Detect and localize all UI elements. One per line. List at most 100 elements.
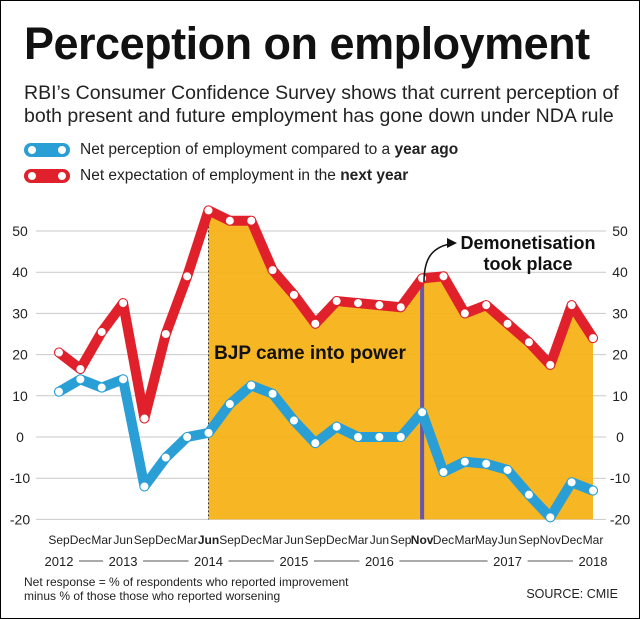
x-tick-label: Nov [411, 533, 434, 547]
x-tick-label: Jun [113, 533, 132, 547]
legend-swatch-blue [24, 143, 70, 157]
data-point [118, 298, 129, 309]
year-label: 2018 [579, 554, 608, 569]
year-label: 2012 [45, 554, 74, 569]
x-tick-label: Mar [177, 533, 198, 547]
x-tick-label: Dec [241, 533, 262, 547]
data-point [331, 296, 342, 307]
y-tick-label-right: 40 [612, 264, 628, 280]
legend-label-bold: year ago [394, 141, 459, 158]
data-point [502, 464, 513, 475]
x-tick-label: Sep [48, 533, 70, 547]
y-tick-label-right: 20 [612, 347, 628, 363]
data-point [353, 298, 364, 309]
x-tick-label: Dec [70, 533, 91, 547]
x-tick-label: Dec [326, 533, 347, 547]
y-tick-label-left: 50 [12, 223, 28, 239]
y-tick-label-left: 40 [12, 264, 28, 280]
data-point [374, 300, 385, 311]
data-point [182, 271, 193, 282]
x-tick-label: Sep [219, 533, 241, 547]
footnote-line: minus % of those those who reported wors… [24, 589, 281, 603]
y-tick-label-left: 20 [12, 347, 28, 363]
y-tick-label-right: -10 [610, 470, 630, 486]
annotation-arrowhead [447, 238, 457, 248]
chart-subtitle: RBI’s Consumer Confidence Survey shows t… [24, 82, 619, 127]
data-point [545, 512, 556, 523]
y-tick-label-right: -20 [610, 511, 630, 527]
footnote: Net response = % of respondents who repo… [24, 575, 349, 603]
y-tick-label-right: 30 [612, 305, 628, 321]
year-label: 2017 [493, 554, 522, 569]
data-point [160, 452, 171, 463]
x-tick-label: Mar [455, 533, 476, 547]
data-point [566, 300, 577, 311]
y-tick-label-left: 10 [12, 388, 28, 404]
x-tick-label: May [475, 533, 498, 547]
data-point [417, 407, 428, 418]
data-point [395, 432, 406, 442]
y-tick-label-left: -20 [10, 511, 30, 527]
year-label: 2015 [279, 554, 308, 569]
legend-item-year-ago: Net perception of employment compared to… [24, 140, 458, 160]
data-point [545, 359, 556, 370]
data-point [224, 215, 235, 226]
legend-swatch-red [24, 169, 70, 183]
data-point [267, 265, 278, 276]
y-tick-label-right: 50 [612, 223, 628, 239]
data-point [139, 413, 150, 424]
x-tick-label: Sep [305, 533, 327, 547]
legend-label: Net expectation of employment in the [80, 167, 341, 184]
data-point [160, 329, 171, 339]
legend-item-next-year: Net expectation of employment in the nex… [24, 166, 408, 186]
data-point [203, 205, 214, 216]
data-point [54, 386, 64, 397]
x-tick-label: Mar [262, 533, 283, 547]
x-tick-label: Jun [284, 533, 303, 547]
y-tick-label-left: 0 [16, 429, 24, 445]
annotation-bjp-came-into-power: BJP came into power [214, 343, 406, 364]
data-point [224, 399, 235, 410]
year-label: 2013 [109, 554, 138, 569]
data-point [75, 364, 86, 375]
x-tick-label: Dec [433, 533, 454, 547]
data-point [310, 318, 321, 329]
x-tick-label: Sep [518, 533, 540, 547]
x-tick-label: Sep [134, 533, 156, 547]
data-point [588, 333, 598, 344]
data-point [75, 374, 86, 385]
x-tick-label: Jun [370, 533, 389, 547]
data-point [459, 456, 470, 467]
data-point [395, 302, 406, 313]
x-tick-label: Dec [155, 533, 176, 547]
data-point [118, 374, 129, 385]
y-tick-label-left: -10 [10, 470, 30, 486]
data-point [246, 380, 257, 391]
y-tick-label-left: 30 [12, 305, 28, 321]
data-point [139, 481, 150, 492]
data-point [417, 273, 428, 284]
data-point [374, 432, 385, 442]
data-point [203, 427, 214, 438]
x-tick-label: Nov [540, 533, 561, 547]
data-point [438, 467, 449, 478]
x-tick-label: Jun [198, 533, 219, 547]
data-point [310, 438, 321, 449]
data-point [588, 485, 598, 496]
x-tick-label: Mar [91, 533, 112, 547]
data-point [182, 432, 193, 442]
data-point [267, 388, 278, 399]
data-point [566, 477, 577, 488]
chart-title: Perception on employment [24, 18, 590, 69]
source-label: SOURCE: CMIE [526, 587, 618, 601]
data-point [481, 458, 492, 469]
data-point [54, 347, 64, 358]
annotation-took-place: took place [483, 254, 572, 274]
data-point [523, 489, 534, 500]
legend-label-bold: next year [340, 167, 409, 184]
footnote-line: Net response = % of respondents who repo… [24, 575, 349, 589]
y-tick-label-right: 0 [616, 429, 624, 445]
data-point [96, 382, 107, 393]
year-label: 2014 [194, 554, 223, 569]
